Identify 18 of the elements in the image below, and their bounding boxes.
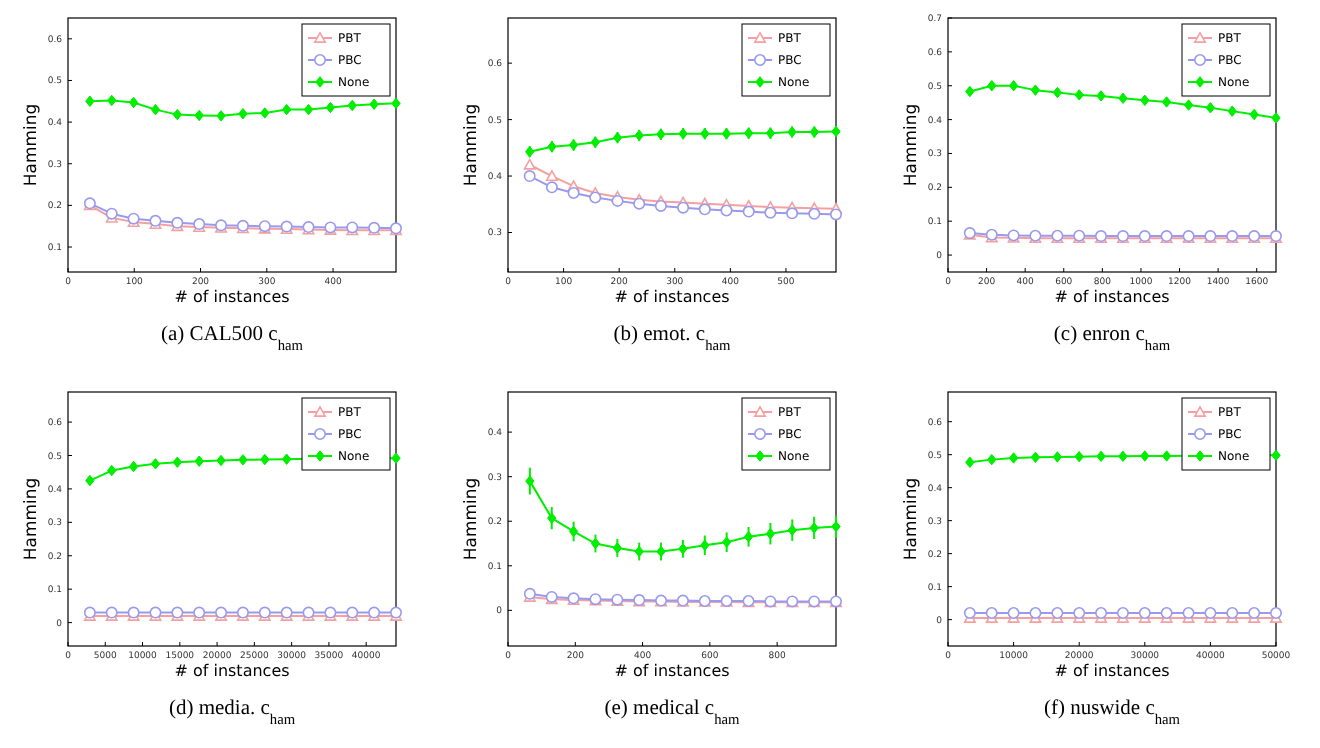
x-axis-title: # of instances (614, 288, 730, 306)
text: (c) enron c$_{ham}$ (1053, 324, 1171, 353)
text: (f) nuswide c$_{ham}$ (1043, 698, 1181, 727)
x-axis-title: # of instances (1054, 288, 1170, 306)
y-axis-title: Hamming (902, 103, 922, 187)
y-axis-title: Hamming (22, 477, 42, 561)
text: (a) CAL500 c$_{ham}$ (161, 324, 304, 353)
x-axis-title: # of instances (614, 662, 730, 680)
text: (e) medical c$_{ham}$ (604, 698, 740, 727)
x-axis-title: # of instances (174, 662, 290, 680)
text: (b) emot. c$_{ham}$ (613, 324, 731, 353)
y-axis-title: Hamming (462, 103, 482, 187)
y-axis-title: Hamming (902, 477, 922, 561)
y-axis-title: Hamming (462, 477, 482, 561)
text: (d) media. c$_{ham}$ (168, 698, 296, 727)
y-axis-title: Hamming (22, 103, 42, 187)
x-axis-title: # of instances (1054, 662, 1170, 680)
x-axis-title: # of instances (174, 288, 290, 306)
